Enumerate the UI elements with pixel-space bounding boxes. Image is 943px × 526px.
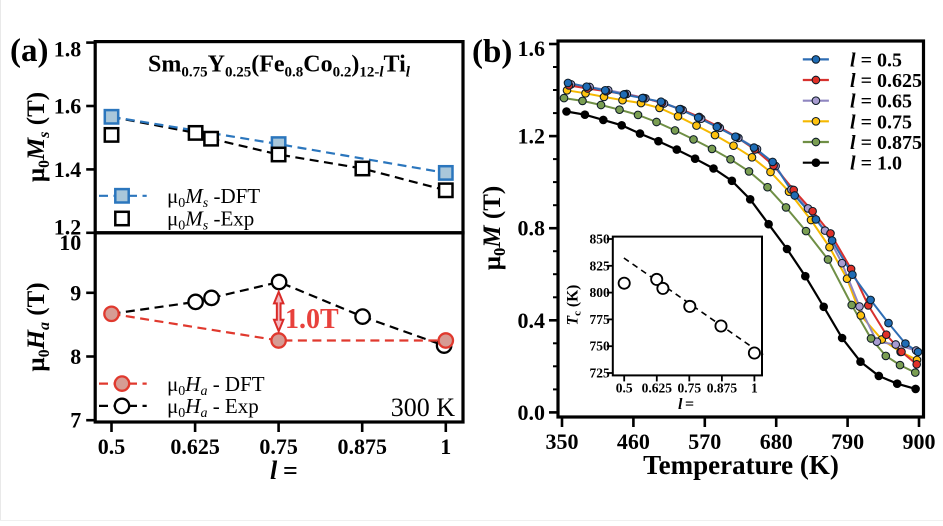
svg-text:775: 775 [590,312,611,327]
svg-text:8: 8 [70,344,81,369]
svg-text:μ0Ms -DFT: μ0Ms -DFT [167,184,260,211]
svg-text:(b): (b) [472,34,512,70]
svg-text:0.625: 0.625 [170,434,220,459]
svg-text:300 K: 300 K [391,393,456,422]
svg-text:1.8: 1.8 [54,37,82,62]
svg-text:0.875: 0.875 [337,434,387,459]
svg-text:0.5: 0.5 [98,434,126,459]
svg-text:0.75: 0.75 [677,381,701,396]
svg-text:900: 900 [903,429,936,454]
svg-text:l = 0.875: l = 0.875 [850,132,922,154]
svg-text:μ0M (T): μ0M (T) [479,186,509,271]
svg-text:μ0Ha - DFT: μ0Ha - DFT [167,372,265,399]
svg-text:790: 790 [831,429,864,454]
svg-text:1.2: 1.2 [518,124,546,149]
svg-text:0.75: 0.75 [259,434,298,459]
svg-text:0.875: 0.875 [707,381,738,396]
svg-text:1: 1 [440,434,451,459]
svg-text:μ0Ms -Exp: μ0Ms -Exp [167,207,254,234]
svg-text:0.625: 0.625 [642,381,673,396]
svg-text:(a): (a) [10,33,48,69]
svg-text:10: 10 [59,230,81,255]
svg-text:1.4: 1.4 [54,157,82,182]
svg-text:Temperature (K): Temperature (K) [643,450,839,480]
svg-text:9: 9 [70,280,81,305]
svg-text:570: 570 [688,429,721,454]
svg-text:460: 460 [617,429,650,454]
svg-text:l = 0.75: l = 0.75 [850,111,912,133]
svg-text:1.0T: 1.0T [285,304,339,335]
svg-text:825: 825 [590,258,611,273]
svg-text:0.4: 0.4 [518,308,546,333]
svg-text:725: 725 [590,366,611,381]
svg-text:l: l [270,456,278,485]
svg-text:1.6: 1.6 [518,36,546,61]
svg-text:0.5: 0.5 [616,381,633,396]
svg-text:750: 750 [590,339,611,354]
svg-text:=: = [685,396,694,413]
svg-text:0.0: 0.0 [518,400,546,425]
svg-text:1.2: 1.2 [54,214,82,239]
svg-text:850: 850 [590,232,611,247]
svg-text:l = 0.625: l = 0.625 [850,70,922,92]
svg-text:μ0Ha (T): μ0Ha (T) [23,282,53,371]
svg-text:800: 800 [590,285,611,300]
svg-text:Tc (K): Tc (K) [565,285,584,326]
svg-text:350: 350 [546,429,579,454]
svg-text:l = 0.65: l = 0.65 [850,91,912,113]
svg-text:7: 7 [70,408,81,433]
svg-text:1.6: 1.6 [54,94,82,119]
svg-text:680: 680 [760,429,793,454]
svg-text:1: 1 [751,381,758,396]
svg-text:0.8: 0.8 [518,216,546,241]
svg-text:=: = [283,456,298,485]
svg-text:l = 0.5: l = 0.5 [850,49,902,71]
svg-text:l = 1.0: l = 1.0 [850,153,902,175]
svg-text:l: l [678,396,683,413]
